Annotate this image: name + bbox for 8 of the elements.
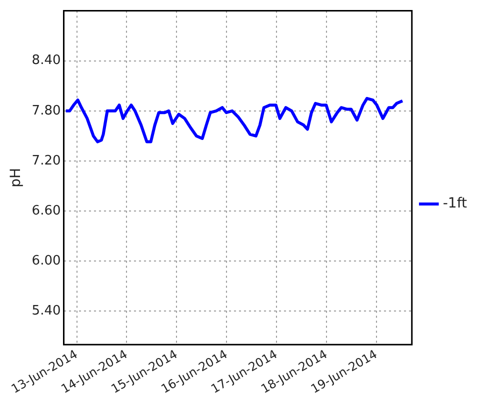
legend-label: -1ft [442,196,468,212]
y-tick-label: 8.40 [32,53,61,68]
y-tick-label: 7.80 [32,103,61,118]
y-axis-title: pH [8,168,24,188]
y-tick-label: 6.60 [32,203,61,218]
y-tick-label: 7.20 [32,153,61,168]
y-tick-label: 6.00 [32,254,61,269]
y-tick-label: 5.40 [32,304,61,319]
